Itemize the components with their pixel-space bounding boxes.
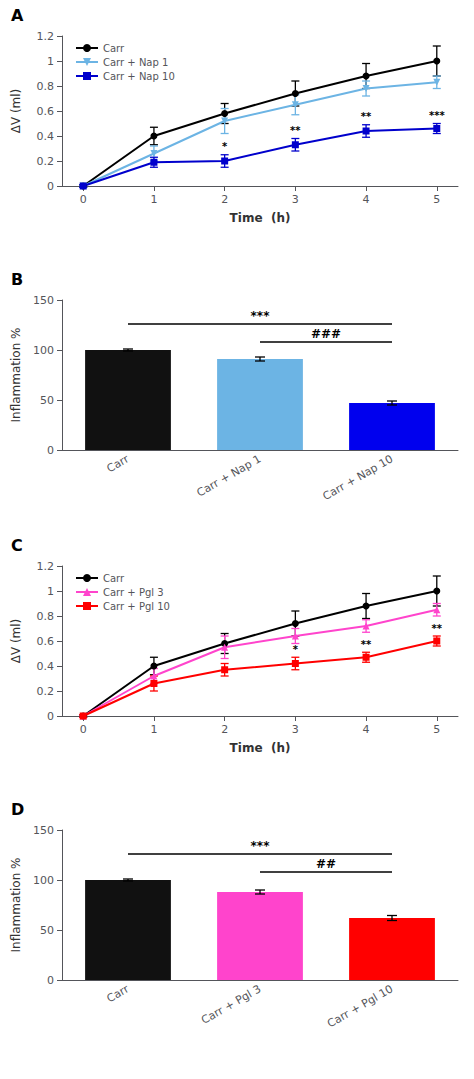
svg-text:0.8: 0.8 [37,610,55,623]
svg-text:Carr + Nap 10: Carr + Nap 10 [103,71,175,82]
svg-text:4: 4 [363,723,370,736]
svg-text:Carr: Carr [103,573,125,584]
svg-text:###: ### [311,327,341,341]
svg-text:0.6: 0.6 [37,635,55,648]
svg-text:***: *** [251,839,271,853]
svg-text:0: 0 [47,710,54,723]
svg-text:4: 4 [363,193,370,206]
svg-text:50: 50 [40,924,54,937]
svg-text:**: ** [361,639,372,650]
svg-text:***: *** [251,309,271,323]
svg-text:B: B [11,270,23,289]
svg-text:0: 0 [47,974,54,987]
svg-text:5: 5 [433,193,440,206]
svg-text:1.2: 1.2 [37,30,55,43]
svg-text:0.4: 0.4 [37,130,55,143]
svg-text:100: 100 [33,874,54,887]
svg-text:ΔV (ml): ΔV (ml) [9,89,23,134]
svg-text:Carr + Nap 10: Carr + Nap 10 [320,452,395,503]
svg-text:Carr: Carr [105,982,132,1005]
svg-text:0.8: 0.8 [37,80,55,93]
svg-text:Inflammation %: Inflammation % [9,858,23,953]
svg-text:Carr + Nap 1: Carr + Nap 1 [195,452,264,499]
svg-text:50: 50 [40,394,54,407]
svg-text:150: 150 [33,294,54,307]
svg-text:**: ** [290,125,301,136]
svg-text:0.4: 0.4 [37,660,55,673]
svg-text:*: * [293,644,299,655]
svg-text:*: * [222,141,228,152]
svg-text:Carr: Carr [103,43,125,54]
svg-text:Inflammation %: Inflammation % [9,328,23,423]
svg-text:1: 1 [150,193,157,206]
svg-text:1.2: 1.2 [37,560,55,573]
svg-text:3: 3 [292,723,299,736]
svg-text:0.6: 0.6 [37,105,55,118]
svg-text:D: D [11,800,24,819]
svg-text:0.2: 0.2 [37,155,55,168]
svg-text:0.2: 0.2 [37,685,55,698]
svg-text:1: 1 [47,55,54,68]
svg-text:0: 0 [80,193,87,206]
svg-text:Carr + Nap 1: Carr + Nap 1 [103,57,168,68]
svg-text:100: 100 [33,344,54,357]
svg-text:ΔV (ml): ΔV (ml) [9,619,23,664]
svg-text:Carr + Pgl 3: Carr + Pgl 3 [199,982,263,1027]
svg-text:150: 150 [33,824,54,837]
svg-text:1: 1 [150,723,157,736]
svg-text:0: 0 [47,180,54,193]
svg-text:0: 0 [47,444,54,457]
svg-text:0: 0 [80,723,87,736]
svg-text:2: 2 [221,723,228,736]
svg-text:Carr + Pgl 10: Carr + Pgl 10 [325,982,395,1030]
svg-text:A: A [11,6,24,25]
svg-text:Carr: Carr [105,452,132,475]
svg-text:**: ** [432,623,443,634]
svg-text:Carr + Pgl 3: Carr + Pgl 3 [103,587,164,598]
svg-text:C: C [11,536,23,555]
svg-text:1: 1 [47,585,54,598]
svg-text:5: 5 [433,723,440,736]
svg-text:2: 2 [221,193,228,206]
svg-text:Carr + Pgl 10: Carr + Pgl 10 [103,601,170,612]
svg-text:3: 3 [292,193,299,206]
svg-text:**: ** [361,111,372,122]
svg-text:Time (h): Time (h) [230,211,291,225]
svg-text:##: ## [316,857,336,871]
svg-text:***: *** [429,110,445,121]
svg-text:Time (h): Time (h) [230,741,291,755]
